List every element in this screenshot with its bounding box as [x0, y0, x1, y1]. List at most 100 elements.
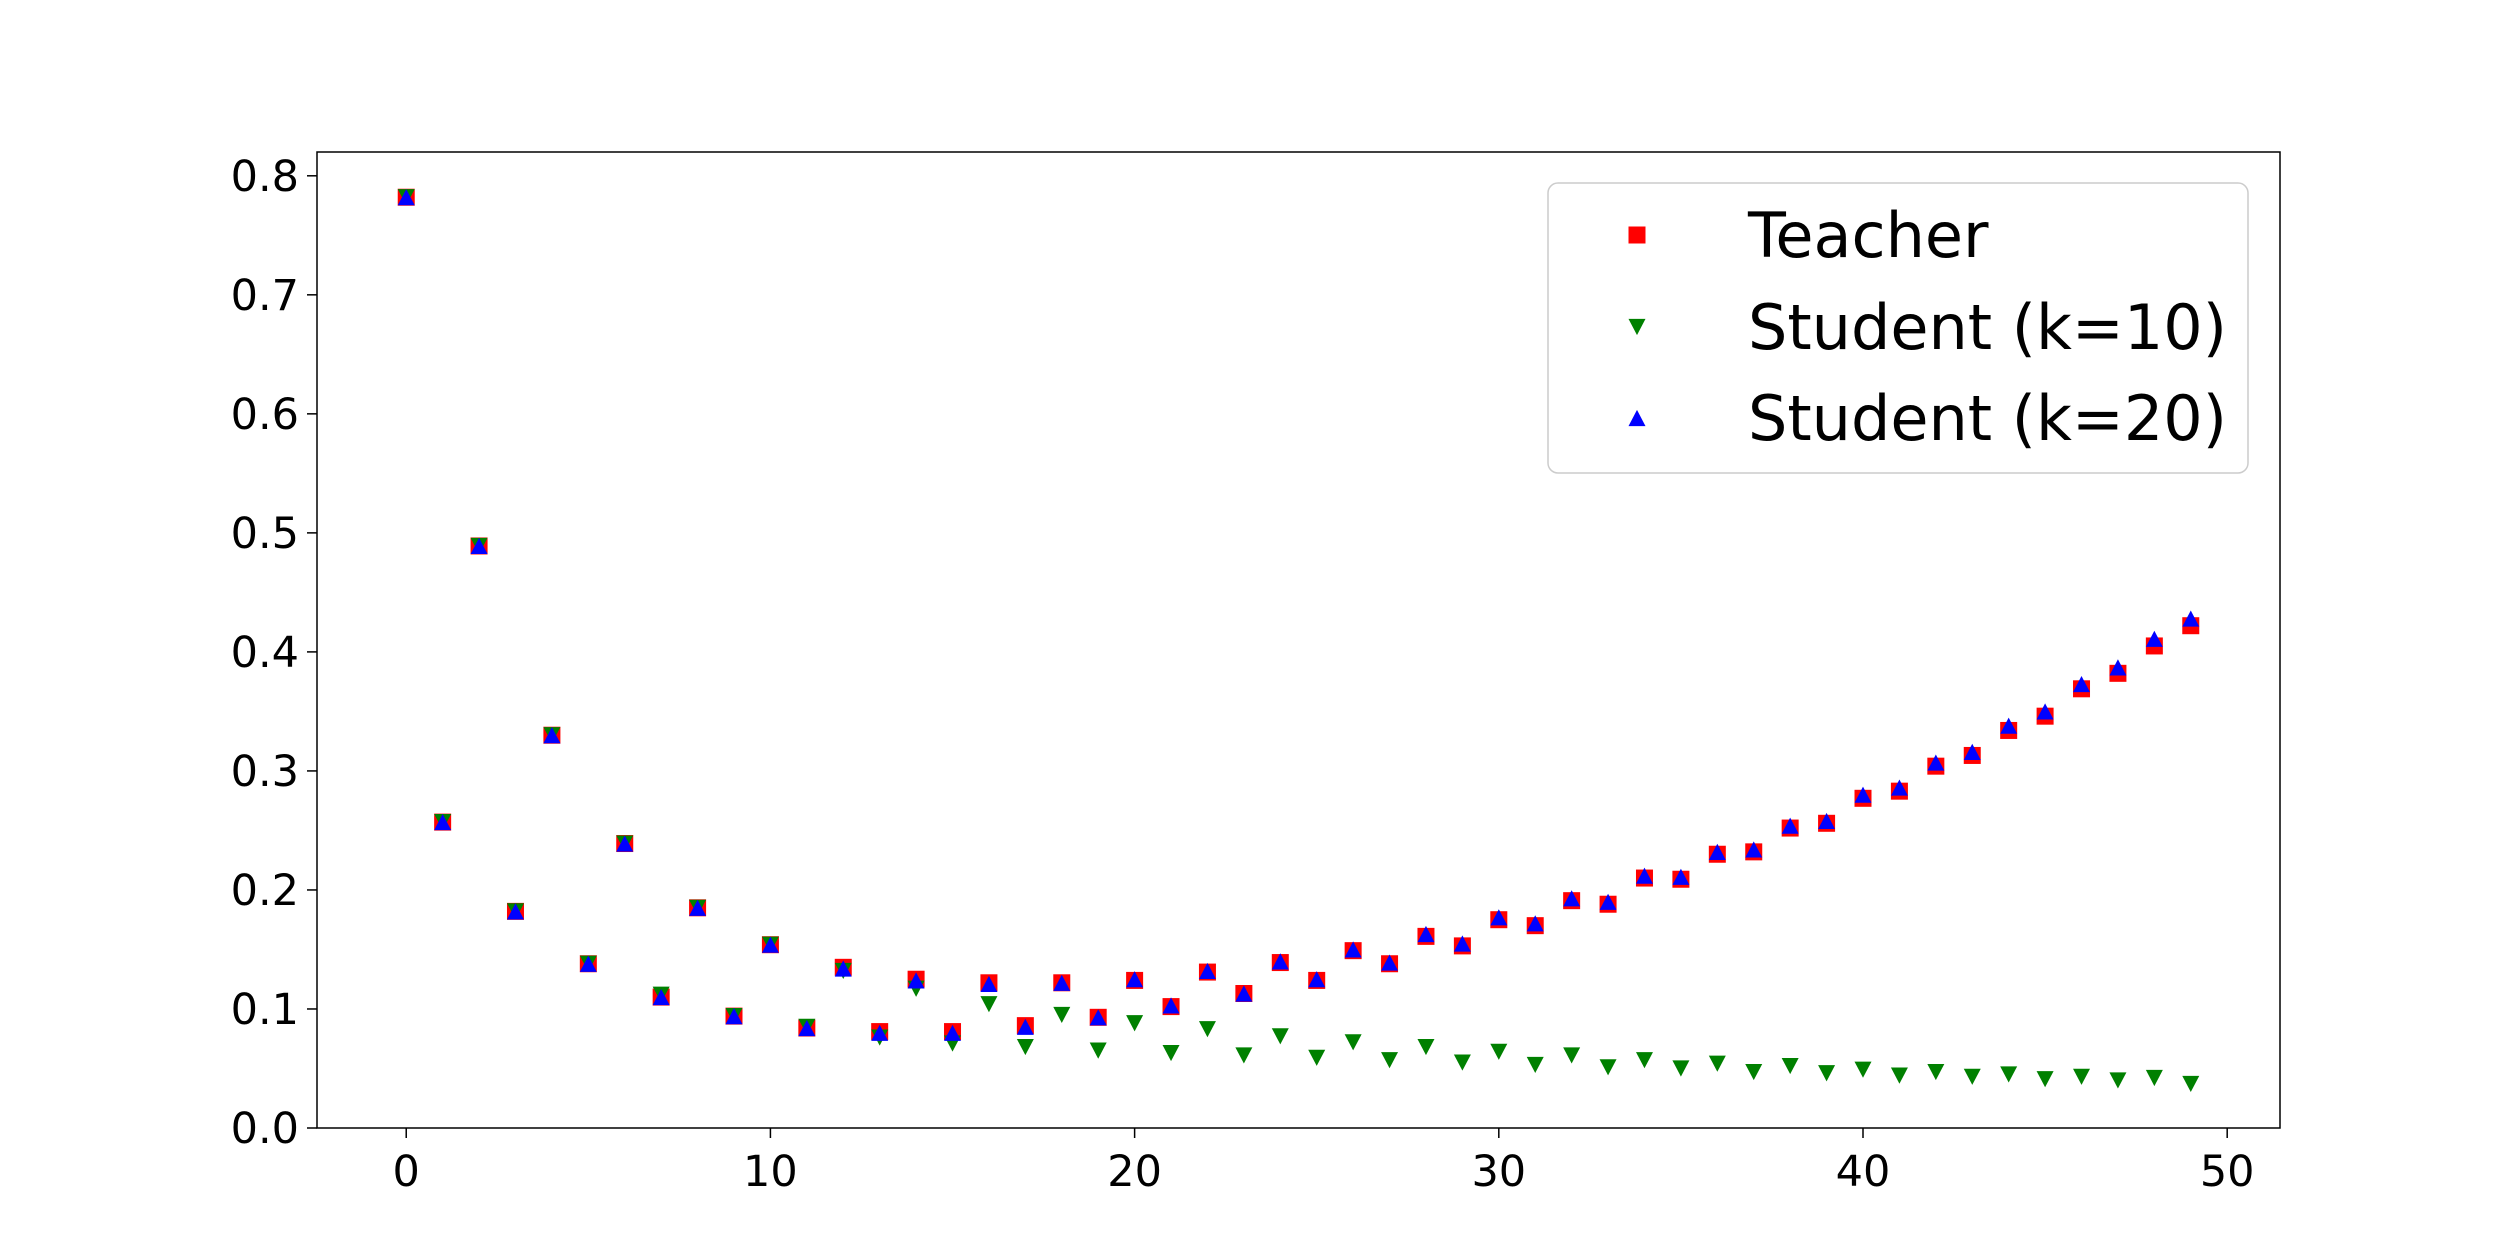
data-point	[1635, 867, 1653, 884]
data-point	[1963, 1068, 1981, 1085]
data-point	[1526, 1056, 1544, 1073]
x-tick-label: 40	[1836, 1147, 1891, 1197]
data-point	[1089, 1042, 1107, 1059]
legend-label: Student (k=20)	[1748, 382, 2227, 455]
data-point	[2182, 610, 2200, 627]
data-point	[2000, 717, 2018, 734]
legend-item: Student (k=10)	[1628, 291, 2227, 364]
data-point	[1745, 1063, 1763, 1081]
data-point	[907, 972, 925, 989]
data-point	[1890, 779, 1908, 796]
data-point	[2073, 675, 2091, 693]
data-point	[2109, 659, 2127, 676]
data-point	[834, 960, 852, 977]
data-point	[1781, 1058, 1799, 1075]
data-point	[1344, 941, 1362, 958]
data-point	[1599, 1059, 1617, 1076]
data-point	[1818, 812, 1836, 829]
data-point	[689, 899, 707, 916]
y-tick-label: 0.4	[231, 628, 299, 678]
x-tick-label: 10	[743, 1147, 798, 1197]
data-point	[2000, 1066, 2018, 1083]
x-tick-label: 50	[2200, 1147, 2255, 1197]
data-point	[434, 814, 452, 831]
legend-box	[1547, 182, 2249, 474]
legend-marker	[1628, 318, 1646, 336]
data-point	[1672, 1060, 1690, 1077]
data-point	[1016, 1018, 1034, 1035]
data-point	[543, 727, 561, 744]
data-point	[579, 955, 597, 972]
y-tick-label: 0.5	[231, 509, 299, 559]
data-point	[1453, 1054, 1471, 1071]
data-point	[1308, 1049, 1326, 1066]
legend-item: Teacher	[1628, 199, 1989, 272]
data-point	[1344, 1034, 1362, 1051]
data-point	[1016, 1038, 1034, 1056]
data-point	[980, 975, 998, 993]
data-point	[1381, 1052, 1399, 1069]
data-point	[1453, 935, 1471, 952]
y-tick-label: 0.1	[231, 985, 299, 1035]
data-point	[1198, 1021, 1216, 1038]
data-point	[1854, 786, 1872, 803]
y-tick-label: 0.8	[231, 152, 299, 202]
data-point	[2145, 630, 2163, 647]
data-point	[1417, 1038, 1435, 1056]
data-point	[1490, 909, 1508, 926]
data-point	[761, 936, 779, 953]
data-point	[1162, 1044, 1180, 1062]
data-point	[1635, 1052, 1653, 1069]
data-point	[1271, 1028, 1289, 1045]
legend-marker	[1628, 226, 1646, 244]
data-point	[871, 1024, 889, 1041]
legend: Teacher Student (k=10) Student (k=20)	[1547, 182, 2249, 474]
data-point	[2145, 1069, 2163, 1087]
data-point	[616, 835, 634, 852]
data-point	[470, 537, 488, 555]
data-point	[1235, 985, 1253, 1002]
data-point	[1672, 868, 1690, 885]
data-point	[2073, 1068, 2091, 1085]
data-point	[397, 189, 415, 206]
x-axis: 0 10 20 30 40 50	[393, 1128, 2255, 1197]
series-1	[397, 189, 2200, 1093]
data-point	[1308, 971, 1326, 988]
data-point	[2036, 703, 2054, 720]
data-point	[1053, 974, 1071, 991]
data-point	[980, 996, 998, 1013]
data-point	[1890, 1067, 1908, 1084]
legend-item: Student (k=20)	[1628, 382, 2227, 455]
data-point	[1490, 1043, 1508, 1060]
data-point	[1854, 1061, 1872, 1078]
data-point	[1198, 962, 1216, 979]
data-point	[2182, 1075, 2200, 1093]
data-point	[506, 903, 524, 920]
data-point	[1126, 971, 1144, 988]
series-2	[397, 189, 2200, 1041]
data-point	[1526, 915, 1544, 932]
data-point	[1745, 841, 1763, 858]
y-tick-label: 0.0	[231, 1104, 299, 1154]
legend-marker	[1628, 409, 1646, 427]
x-tick-label: 30	[1471, 1147, 1526, 1197]
x-tick-label: 20	[1107, 1147, 1162, 1197]
data-point	[1126, 1015, 1144, 1032]
data-point	[1381, 954, 1399, 971]
data-point	[1235, 1047, 1253, 1064]
data-point	[1563, 890, 1581, 907]
legend-label: Teacher	[1747, 199, 1989, 272]
data-point	[1563, 1047, 1581, 1064]
data-point	[1963, 743, 1981, 760]
data-point	[1417, 925, 1435, 943]
data-point	[944, 1024, 962, 1041]
data-point	[1818, 1065, 1836, 1082]
data-point	[2036, 1071, 2054, 1088]
legend-label: Student (k=10)	[1748, 291, 2227, 364]
y-tick-label: 0.2	[231, 866, 299, 916]
data-point	[1927, 754, 1945, 771]
series-layer	[397, 188, 2200, 1093]
data-point	[1927, 1063, 1945, 1081]
